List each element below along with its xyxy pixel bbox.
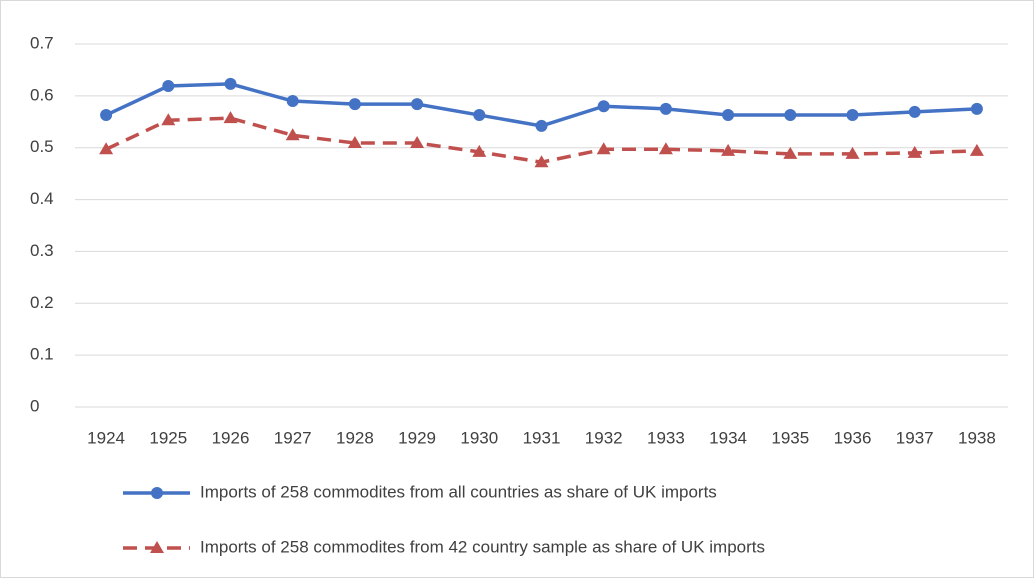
y-tick-label: 0.7 (30, 33, 54, 52)
data-point (534, 155, 549, 168)
data-point (223, 111, 238, 124)
x-tick-label: 1924 (87, 428, 125, 447)
x-tick-label: 1925 (149, 428, 187, 447)
x-tick-label: 1927 (274, 428, 312, 447)
data-point (908, 105, 921, 118)
data-point (596, 142, 611, 155)
x-tick-label: 1930 (460, 428, 498, 447)
y-tick-label: 0.2 (30, 293, 54, 312)
data-point (100, 109, 113, 122)
data-point (161, 113, 176, 126)
data-point (784, 109, 797, 122)
data-point (969, 143, 984, 156)
data-point (970, 102, 983, 115)
data-point (411, 98, 424, 111)
y-tick-label: 0.1 (30, 345, 54, 364)
data-point (224, 77, 237, 90)
data-point (410, 136, 425, 149)
y-tick-label: 0.6 (30, 85, 54, 104)
data-point (99, 142, 114, 155)
y-tick-label: 0 (30, 396, 39, 415)
data-point (347, 136, 362, 149)
data-point (722, 109, 735, 122)
data-point (472, 144, 487, 157)
x-tick-label: 1928 (336, 428, 374, 447)
x-tick-label: 1926 (212, 428, 250, 447)
y-tick-label: 0.5 (30, 137, 54, 156)
legend-label: Imports of 258 commodites from 42 countr… (200, 537, 765, 556)
data-point (721, 143, 736, 156)
data-point (845, 146, 860, 159)
data-point (659, 102, 672, 115)
x-tick-label: 1932 (585, 428, 623, 447)
x-tick-label: 1934 (709, 428, 747, 447)
legend-marker (150, 541, 164, 553)
data-point (162, 80, 175, 93)
data-point (285, 128, 300, 141)
legend-marker (151, 487, 163, 499)
y-tick-label: 0.3 (30, 241, 54, 260)
x-tick-label: 1935 (771, 428, 809, 447)
data-point (907, 145, 922, 158)
data-point (348, 98, 361, 111)
x-tick-label: 1931 (523, 428, 561, 447)
data-point (658, 142, 673, 155)
data-point (535, 119, 548, 132)
data-point (783, 146, 798, 159)
y-tick-label: 0.4 (30, 189, 54, 208)
x-tick-label: 1933 (647, 428, 685, 447)
data-point (597, 100, 610, 113)
legend-label: Imports of 258 commodites from all count… (200, 482, 717, 501)
data-point (846, 109, 859, 122)
x-tick-label: 1929 (398, 428, 436, 447)
x-tick-label: 1938 (958, 428, 996, 447)
x-tick-label: 1936 (834, 428, 872, 447)
x-tick-label: 1937 (896, 428, 934, 447)
data-point (286, 95, 299, 108)
data-point (473, 109, 486, 122)
